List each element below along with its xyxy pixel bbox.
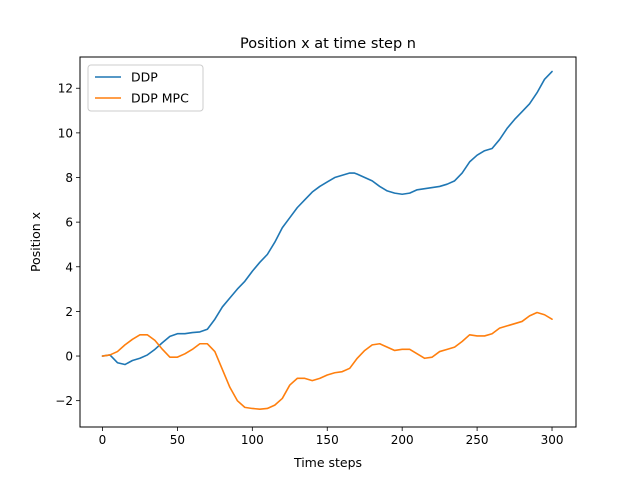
plot-area [79, 56, 577, 428]
x-tick-label: 200 [391, 433, 414, 447]
y-tick-label: 8 [65, 171, 73, 185]
x-tick-label: 150 [316, 433, 339, 447]
y-axis: −2 0 2 4 6 8 10 12 [55, 82, 80, 408]
x-tick-label: 250 [466, 433, 489, 447]
legend: DDP DDP MPC [87, 64, 204, 112]
series-line-ddp-mpc [101, 311, 553, 410]
chart-title: Position x at time step n [240, 36, 416, 52]
x-tick-label: 0 [99, 433, 107, 447]
y-tick-label: 6 [65, 216, 73, 230]
x-tick-label: 50 [170, 433, 185, 447]
y-tick-label: 2 [65, 305, 73, 319]
y-tick-label: 10 [58, 126, 73, 140]
x-tick-label: 300 [541, 433, 564, 447]
series-line-ddp [101, 70, 553, 366]
axes-frame [79, 56, 577, 428]
y-tick-label: 0 [65, 350, 73, 364]
y-tick-label: 12 [58, 82, 73, 96]
x-axis: 0 50 100 150 200 250 300 [99, 427, 564, 447]
y-axis-label: Position x [28, 212, 43, 272]
legend-label: DDP [131, 70, 158, 85]
series-layer [101, 70, 553, 410]
legend-label: DDP MPC [131, 91, 189, 106]
x-axis-label: Time steps [293, 455, 362, 470]
y-tick-label: 4 [65, 260, 73, 274]
y-tick-label: −2 [55, 394, 73, 408]
x-tick-label: 100 [241, 433, 264, 447]
